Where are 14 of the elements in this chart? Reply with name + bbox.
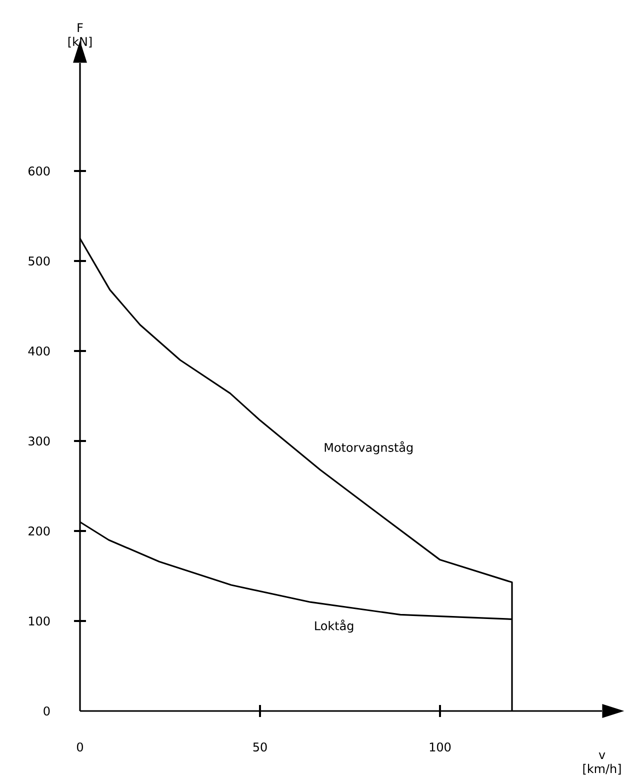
- y-tick-label: 600: [28, 166, 50, 176]
- x-tick-label: 50: [253, 742, 267, 752]
- y-tick-label: 200: [28, 526, 50, 536]
- x-axis-title: v [km/h]: [583, 752, 621, 775]
- y-tick-label: 100: [28, 616, 50, 626]
- x-tick-label: 0: [76, 742, 84, 752]
- y-tick-label: 0: [44, 706, 50, 716]
- y-axis-title: F [kN]: [68, 23, 92, 48]
- x-tick-label: 100: [430, 742, 451, 752]
- y-tick-label: 400: [28, 346, 50, 356]
- series-label: Motorvagnståg: [324, 441, 413, 454]
- series-label: Loktåg: [315, 620, 354, 633]
- y-tick-label: 300: [28, 436, 50, 446]
- y-tick-label: 500: [28, 256, 50, 266]
